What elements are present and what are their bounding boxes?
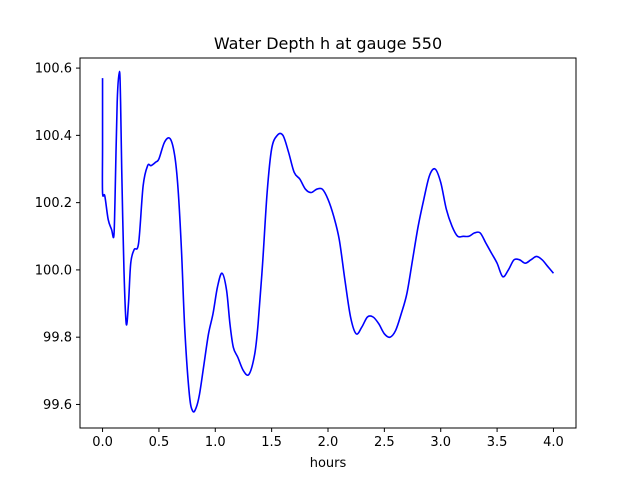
x-tick-label: 2.0 (318, 435, 339, 450)
y-tick-label: 100.0 (35, 263, 72, 278)
chart-title: Water Depth h at gauge 550 (214, 34, 442, 53)
x-tick-label: 2.5 (374, 435, 395, 450)
x-axis: 0.0 0.5 1.0 1.5 2.0 2.5 3.0 3.5 4.0 (92, 428, 564, 450)
x-tick-label: 4.0 (543, 435, 564, 450)
y-tick-label: 99.6 (43, 398, 72, 413)
x-tick-label: 3.5 (487, 435, 508, 450)
series-line (101, 70, 555, 413)
plot-area-background (80, 58, 576, 428)
x-axis-label: hours (310, 456, 347, 471)
y-tick-label: 99.8 (43, 331, 72, 346)
x-tick-label: 1.5 (261, 435, 282, 450)
y-tick-label: 100.4 (35, 129, 72, 144)
plot-area-frame (79, 57, 577, 429)
y-tick-label: 100.6 (35, 62, 72, 77)
x-tick-label: 3.0 (430, 435, 451, 450)
x-tick-label: 1.0 (205, 435, 226, 450)
y-tick-label: 100.2 (35, 196, 72, 211)
y-axis: 99.6 99.8 100.0 100.2 100.4 100.6 (35, 62, 80, 413)
x-tick-label: 0.0 (92, 435, 113, 450)
x-tick-label: 0.5 (149, 435, 170, 450)
